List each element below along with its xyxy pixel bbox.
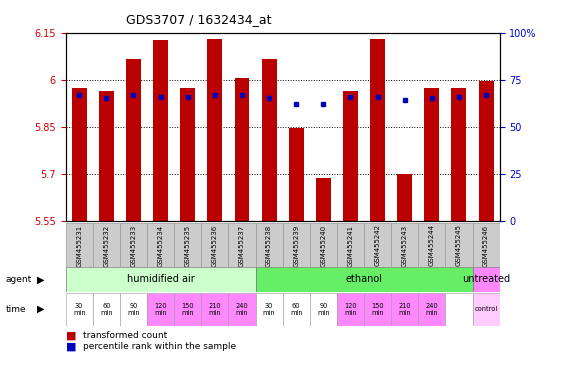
- Text: percentile rank within the sample: percentile rank within the sample: [83, 342, 236, 351]
- Bar: [418, 293, 445, 326]
- Text: 150
min: 150 min: [182, 303, 194, 316]
- Bar: [255, 293, 283, 326]
- Bar: [120, 223, 147, 267]
- Text: 90
min: 90 min: [127, 303, 140, 316]
- Bar: [445, 223, 473, 267]
- Bar: [473, 223, 500, 267]
- Text: GSM455231: GSM455231: [76, 225, 82, 267]
- Text: agent: agent: [6, 275, 32, 284]
- Text: control: control: [475, 306, 498, 312]
- Text: GDS3707 / 1632434_at: GDS3707 / 1632434_at: [126, 13, 271, 26]
- Bar: [424, 88, 439, 221]
- Bar: [418, 223, 445, 267]
- Bar: [255, 267, 472, 292]
- Bar: [153, 40, 168, 221]
- Text: GSM455243: GSM455243: [401, 225, 408, 266]
- Bar: [364, 293, 391, 326]
- Bar: [72, 88, 87, 221]
- Text: GSM455245: GSM455245: [456, 225, 462, 266]
- Bar: [309, 293, 337, 326]
- Bar: [180, 88, 195, 221]
- Bar: [147, 223, 174, 267]
- Bar: [283, 223, 309, 267]
- Bar: [262, 59, 276, 221]
- Bar: [337, 293, 364, 326]
- Bar: [99, 91, 114, 221]
- Text: ▶: ▶: [37, 304, 45, 314]
- Bar: [126, 59, 141, 221]
- Text: ethanol: ethanol: [345, 274, 383, 285]
- Text: 60
min: 60 min: [290, 303, 303, 316]
- Bar: [445, 293, 473, 326]
- Text: GSM455238: GSM455238: [266, 225, 272, 267]
- Bar: [120, 293, 147, 326]
- Bar: [207, 39, 222, 221]
- Text: GSM455240: GSM455240: [320, 225, 327, 266]
- Text: 150
min: 150 min: [371, 303, 384, 316]
- Bar: [391, 293, 418, 326]
- Text: GSM455232: GSM455232: [103, 225, 110, 266]
- Bar: [93, 293, 120, 326]
- Bar: [309, 223, 337, 267]
- Bar: [202, 223, 228, 267]
- Bar: [364, 223, 391, 267]
- Bar: [66, 293, 93, 326]
- Bar: [93, 223, 120, 267]
- Text: 30
min: 30 min: [263, 303, 275, 316]
- Text: 210
min: 210 min: [208, 303, 221, 316]
- Bar: [343, 91, 358, 221]
- Bar: [473, 293, 500, 326]
- Text: GSM455236: GSM455236: [212, 225, 218, 267]
- Text: GSM455241: GSM455241: [347, 225, 353, 266]
- Text: GSM455246: GSM455246: [483, 225, 489, 266]
- Text: ▶: ▶: [37, 274, 45, 285]
- Bar: [66, 267, 255, 292]
- Text: 210
min: 210 min: [399, 303, 411, 316]
- Text: ■: ■: [66, 331, 76, 341]
- Bar: [228, 293, 255, 326]
- Text: time: time: [6, 305, 26, 314]
- Bar: [283, 293, 309, 326]
- Bar: [174, 293, 202, 326]
- Text: 120
min: 120 min: [344, 303, 357, 316]
- Text: GSM455239: GSM455239: [293, 225, 299, 267]
- Text: untreated: untreated: [462, 274, 510, 285]
- Bar: [228, 223, 255, 267]
- Bar: [452, 88, 467, 221]
- Bar: [147, 293, 174, 326]
- Text: 240
min: 240 min: [236, 303, 248, 316]
- Text: 90
min: 90 min: [317, 303, 329, 316]
- Bar: [397, 174, 412, 221]
- Bar: [66, 223, 93, 267]
- Text: 30
min: 30 min: [73, 303, 86, 316]
- Bar: [473, 267, 500, 292]
- Text: GSM455242: GSM455242: [375, 225, 381, 266]
- Text: GSM455244: GSM455244: [429, 225, 435, 266]
- Text: 240
min: 240 min: [425, 303, 438, 316]
- Bar: [391, 223, 418, 267]
- Bar: [370, 39, 385, 221]
- Text: ■: ■: [66, 341, 76, 351]
- Text: humidified air: humidified air: [127, 274, 195, 285]
- Bar: [337, 223, 364, 267]
- Bar: [174, 223, 202, 267]
- Text: transformed count: transformed count: [83, 331, 167, 341]
- Text: GSM455233: GSM455233: [130, 225, 136, 267]
- Text: GSM455234: GSM455234: [158, 225, 164, 266]
- Bar: [255, 223, 283, 267]
- Bar: [202, 293, 228, 326]
- Text: GSM455237: GSM455237: [239, 225, 245, 267]
- Text: 60
min: 60 min: [100, 303, 112, 316]
- Bar: [235, 78, 250, 221]
- Text: 120
min: 120 min: [154, 303, 167, 316]
- Text: GSM455235: GSM455235: [184, 225, 191, 266]
- Bar: [316, 179, 331, 221]
- Bar: [289, 128, 304, 221]
- Bar: [478, 81, 493, 221]
